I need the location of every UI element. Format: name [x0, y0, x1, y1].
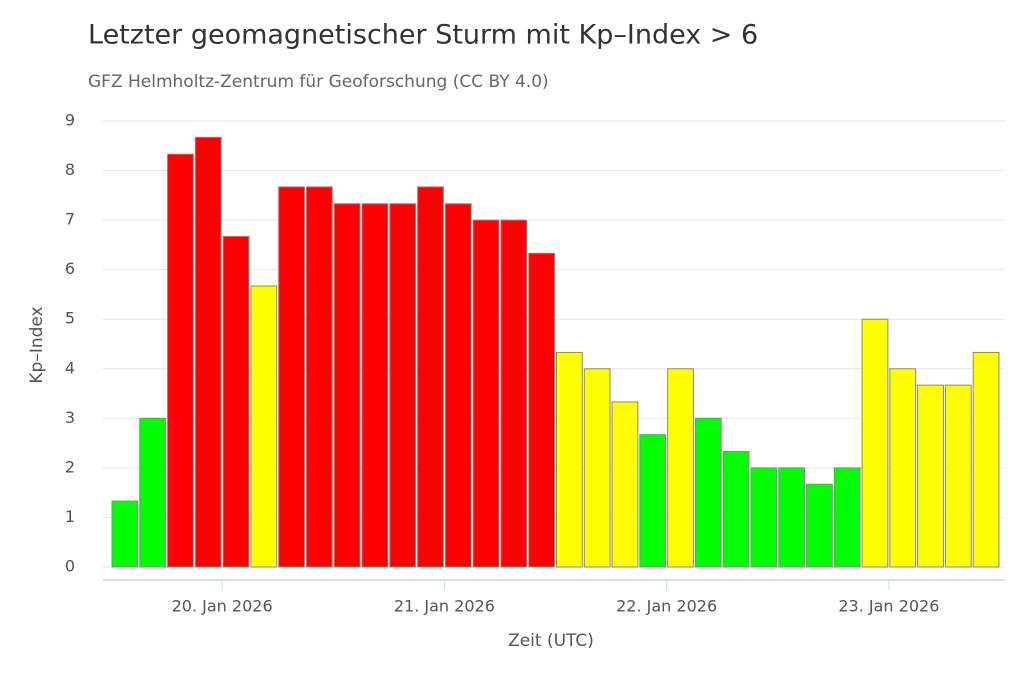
x-tick-label: 20. Jan 2026	[172, 597, 273, 616]
bar	[694, 417, 722, 568]
y-tick-label: 5	[65, 309, 75, 328]
x-tick-label: 23. Jan 2026	[838, 597, 939, 616]
bar	[833, 467, 861, 568]
y-tick-label: 6	[65, 259, 75, 278]
bar	[167, 153, 194, 568]
y-tick-label: 7	[65, 210, 75, 229]
x-tick-label: 22. Jan 2026	[616, 597, 717, 616]
bar	[778, 467, 806, 568]
bar	[722, 451, 750, 568]
bar	[750, 467, 778, 568]
x-tick-label: 21. Jan 2026	[394, 597, 495, 616]
chart-subtitle: GFZ Helmholtz-Zentrum für Geoforschung (…	[88, 72, 549, 92]
y-tick-label: 2	[65, 457, 75, 476]
y-tick-label: 0	[65, 557, 75, 576]
bar	[222, 235, 250, 568]
bar	[444, 203, 472, 568]
bar	[528, 252, 555, 568]
bar	[861, 318, 889, 568]
x-axis-title: Zeit (UTC)	[508, 631, 594, 651]
y-tick-label: 3	[65, 408, 75, 427]
bar	[806, 483, 833, 568]
bar	[305, 186, 333, 568]
bar	[333, 203, 361, 568]
bar	[889, 368, 917, 568]
chart-title: Letzter geomagnetischer Sturm mit Kp–Ind…	[88, 20, 758, 51]
y-tick-label: 4	[65, 358, 75, 377]
bar	[389, 203, 417, 568]
bar	[472, 219, 500, 568]
bar	[417, 186, 444, 568]
bar	[361, 203, 389, 568]
bar	[944, 384, 972, 568]
bar	[667, 368, 694, 568]
y-tick-label: 9	[65, 111, 75, 130]
bar	[556, 351, 583, 568]
bar	[639, 434, 667, 568]
y-tick-label: 1	[65, 507, 75, 526]
bar	[500, 219, 528, 568]
bar	[611, 401, 639, 568]
y-tick-label: 8	[65, 160, 75, 179]
y-axis-title: Kp–Index	[27, 306, 47, 383]
bar	[139, 417, 167, 568]
bar	[583, 368, 611, 568]
bar	[278, 186, 305, 568]
bar	[917, 384, 944, 568]
bar	[194, 136, 222, 568]
bar	[972, 351, 1000, 568]
bar	[250, 285, 278, 568]
bar	[111, 500, 139, 568]
